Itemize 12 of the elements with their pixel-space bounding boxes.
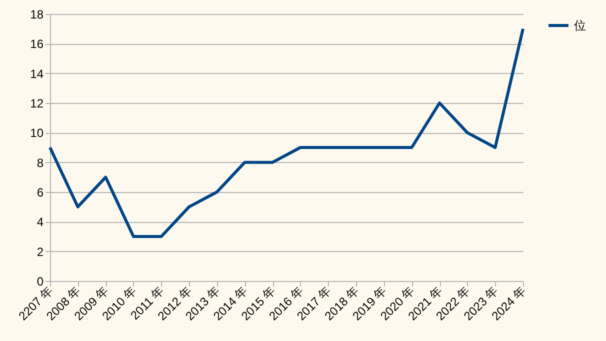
legend-label: 位 (574, 18, 586, 32)
y-tick-label: 4 (36, 215, 44, 230)
y-tick-label: 14 (30, 66, 44, 81)
y-tick-label: 6 (36, 186, 44, 200)
y-tick-label: 8 (36, 156, 44, 170)
y-tick-label: 0 (36, 274, 44, 288)
y-tick-label: 2 (36, 244, 44, 259)
line-series (48, 27, 524, 238)
y-tick-label: 10 (30, 126, 44, 140)
y-tick-label: 12 (30, 96, 44, 110)
y-tick-label: 16 (30, 37, 44, 52)
y-tick-label: 18 (30, 8, 44, 22)
